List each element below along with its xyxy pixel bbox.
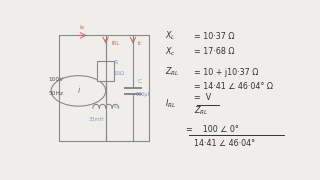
Text: = 17·68 Ω: = 17·68 Ω (194, 47, 234, 56)
Text: IRL: IRL (112, 41, 120, 46)
Text: 50Hz: 50Hz (49, 91, 64, 96)
Text: Ic: Ic (138, 41, 143, 46)
Text: 33mH: 33mH (88, 117, 104, 122)
Text: $X_L$: $X_L$ (165, 30, 176, 42)
Text: Is: Is (80, 25, 85, 30)
Text: L: L (113, 104, 117, 109)
Text: $Z_{RL}$: $Z_{RL}$ (194, 104, 208, 117)
Text: = 10·37 Ω: = 10·37 Ω (194, 32, 234, 41)
Text: 14·41 ∠ 46·04°: 14·41 ∠ 46·04° (194, 139, 255, 148)
Text: = 14·41 ∠ 46·04° Ω: = 14·41 ∠ 46·04° Ω (194, 82, 273, 91)
Text: $X_c$: $X_c$ (165, 45, 176, 58)
Text: 180μF: 180μF (135, 93, 151, 97)
Text: i: i (77, 86, 80, 95)
Text: 100V: 100V (49, 77, 64, 82)
Text: $I_{RL}$: $I_{RL}$ (165, 98, 176, 110)
Text: =  V: = V (194, 93, 211, 102)
Text: = 10 + j10·37 Ω: = 10 + j10·37 Ω (194, 68, 258, 77)
Text: =    100 ∠ 0°: = 100 ∠ 0° (186, 125, 239, 134)
Bar (97, 61, 115, 80)
Text: $Z_{RL}$: $Z_{RL}$ (165, 66, 180, 78)
Text: 10Ω: 10Ω (113, 71, 124, 76)
Text: C: C (138, 79, 142, 84)
Text: R: R (113, 60, 117, 65)
